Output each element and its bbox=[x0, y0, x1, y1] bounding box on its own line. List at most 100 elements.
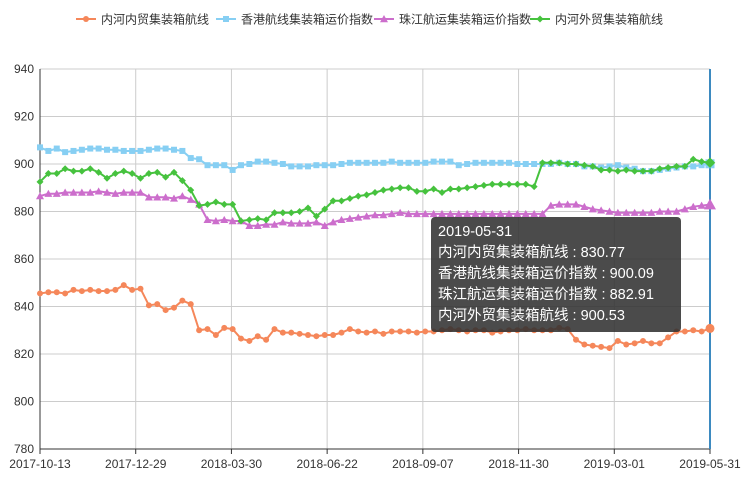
data-point bbox=[379, 186, 387, 194]
data-point bbox=[555, 159, 563, 167]
data-point bbox=[338, 161, 345, 167]
data-point bbox=[580, 161, 588, 169]
data-point bbox=[472, 159, 479, 166]
data-point bbox=[664, 164, 672, 172]
data-point bbox=[212, 332, 219, 338]
data-point bbox=[388, 158, 395, 165]
data-point bbox=[137, 285, 144, 292]
data-point bbox=[271, 159, 278, 166]
data-point bbox=[111, 189, 120, 197]
y-tick-label: 800 bbox=[14, 395, 34, 409]
data-point bbox=[186, 195, 195, 203]
data-point bbox=[355, 328, 362, 335]
data-point bbox=[187, 155, 194, 162]
data-point bbox=[397, 328, 404, 335]
data-point bbox=[137, 147, 144, 154]
legend-label: 内河外贸集装箱航线 bbox=[555, 12, 663, 27]
x-tick-label: 2019-05-31 bbox=[679, 457, 741, 471]
data-point bbox=[380, 159, 387, 166]
data-point bbox=[279, 329, 286, 336]
data-point bbox=[354, 192, 362, 200]
data-point bbox=[162, 145, 169, 152]
data-point bbox=[162, 307, 169, 314]
data-point bbox=[86, 188, 95, 196]
data-point bbox=[220, 215, 229, 224]
data-point bbox=[238, 162, 244, 169]
data-point bbox=[204, 326, 211, 333]
x-tick-label: 2019-03-01 bbox=[584, 457, 646, 471]
data-point bbox=[387, 209, 396, 218]
data-point bbox=[129, 147, 136, 154]
data-point bbox=[338, 197, 345, 205]
data-point bbox=[439, 158, 445, 165]
data-point bbox=[656, 165, 664, 173]
data-point bbox=[170, 168, 178, 176]
data-point bbox=[488, 180, 496, 188]
data-point bbox=[245, 216, 253, 224]
data-point bbox=[154, 301, 161, 308]
data-point bbox=[295, 219, 304, 227]
data-point bbox=[262, 220, 271, 228]
data-point bbox=[589, 162, 597, 170]
data-point bbox=[278, 218, 287, 226]
data-point bbox=[505, 180, 513, 188]
data-point bbox=[471, 209, 480, 218]
data-point bbox=[388, 328, 395, 335]
data-point bbox=[263, 158, 270, 165]
data-point bbox=[614, 162, 621, 169]
data-point bbox=[396, 208, 405, 216]
data-point bbox=[472, 183, 479, 191]
data-point bbox=[287, 219, 296, 227]
data-point bbox=[597, 206, 606, 214]
tooltip-row: 香港航线集装箱运价指数 : 900.09 bbox=[438, 266, 654, 282]
data-point bbox=[480, 159, 487, 166]
data-point bbox=[388, 185, 396, 193]
data-point bbox=[422, 159, 429, 166]
data-point bbox=[497, 180, 505, 188]
data-point bbox=[304, 219, 312, 227]
y-tick-label: 820 bbox=[14, 347, 34, 361]
data-point bbox=[103, 174, 111, 182]
data-point bbox=[196, 327, 203, 334]
data-point bbox=[53, 170, 61, 177]
legend-label: 珠江航运集装箱运价指数 bbox=[399, 12, 531, 27]
data-point bbox=[312, 212, 320, 220]
data-point bbox=[321, 162, 328, 169]
data-point bbox=[580, 202, 589, 210]
data-point bbox=[204, 200, 211, 208]
data-point bbox=[647, 167, 655, 175]
data-point bbox=[203, 215, 212, 224]
data-point bbox=[614, 167, 622, 175]
data-point bbox=[103, 188, 111, 196]
data-point bbox=[479, 209, 488, 218]
data-point bbox=[36, 192, 44, 200]
data-point bbox=[95, 288, 102, 295]
data-point bbox=[95, 168, 103, 176]
data-point bbox=[171, 304, 177, 311]
data-point bbox=[221, 324, 228, 331]
data-point bbox=[287, 209, 295, 217]
data-point bbox=[61, 188, 70, 196]
data-point bbox=[288, 329, 295, 336]
data-point bbox=[379, 211, 388, 219]
data-point bbox=[228, 217, 237, 225]
data-point bbox=[70, 286, 77, 293]
data-point bbox=[514, 161, 521, 167]
data-point bbox=[120, 167, 128, 175]
x-tick-label: 2017-12-29 bbox=[105, 457, 167, 471]
data-point bbox=[664, 207, 673, 215]
x-tick-label: 2018-06-22 bbox=[296, 457, 358, 471]
data-point bbox=[136, 188, 145, 196]
x-tick-label: 2018-09-07 bbox=[392, 457, 454, 471]
y-tick-label: 900 bbox=[14, 157, 34, 171]
data-point bbox=[605, 207, 614, 215]
legend-label: 内河内贸集装箱航线 bbox=[101, 12, 209, 27]
data-point bbox=[346, 194, 354, 202]
data-point bbox=[496, 209, 505, 218]
data-point bbox=[246, 337, 253, 344]
x-tick-label: 2017-10-13 bbox=[9, 457, 71, 471]
data-point bbox=[62, 290, 69, 297]
data-point bbox=[588, 205, 597, 213]
data-point bbox=[581, 341, 588, 348]
data-point bbox=[129, 286, 136, 293]
